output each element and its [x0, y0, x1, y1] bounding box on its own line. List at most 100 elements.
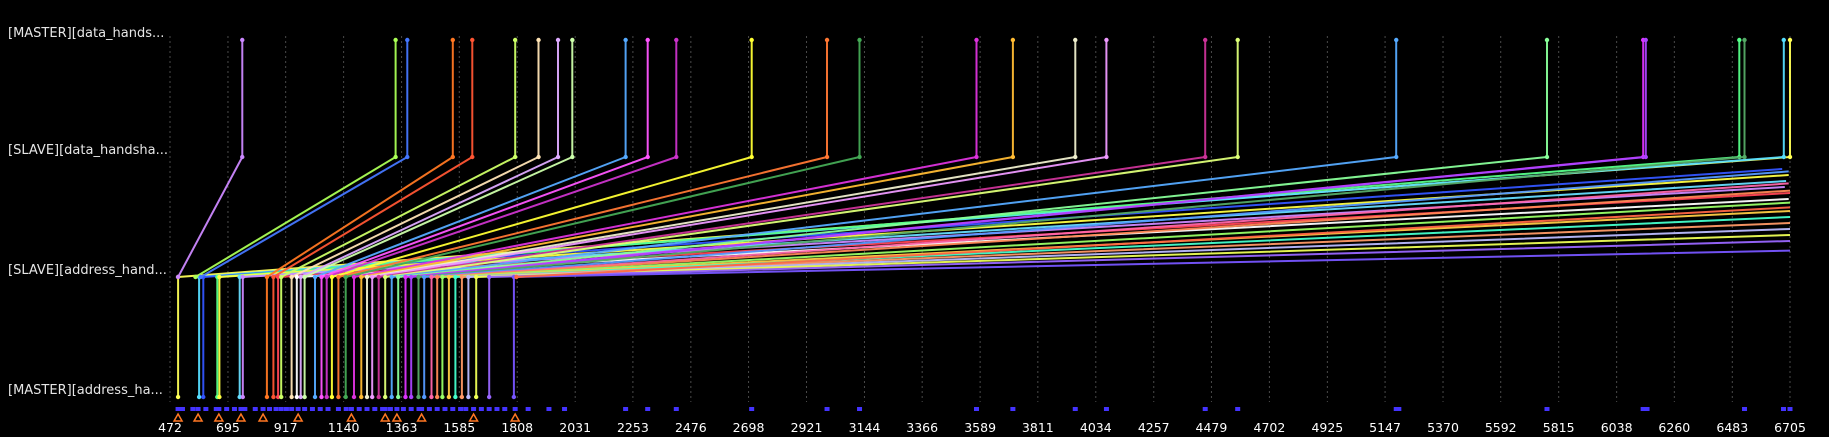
- series-point: [1073, 154, 1078, 160]
- series-point: [383, 274, 388, 280]
- event-tick: [486, 407, 492, 411]
- series-point: [1787, 154, 1793, 160]
- x-tick-label: 1808: [501, 420, 533, 435]
- series-point: [555, 154, 561, 160]
- series-point: [857, 37, 862, 43]
- event-tick: [364, 407, 370, 411]
- event-tick: [295, 407, 301, 411]
- series-point: [175, 274, 181, 280]
- x-tick-label: 472: [158, 420, 182, 435]
- event-tick: [458, 407, 464, 411]
- series-point: [974, 154, 979, 160]
- series-point: [264, 274, 270, 280]
- x-tick-label: 1585: [443, 420, 475, 435]
- series-point: [343, 274, 348, 280]
- event-ticks: [175, 407, 1793, 411]
- x-tick-label: 6483: [1716, 420, 1748, 435]
- series-point: [217, 394, 222, 400]
- series-point: [1742, 37, 1747, 43]
- series-point: [302, 394, 307, 400]
- series-line: [397, 40, 1548, 397]
- marker-triangle: [346, 412, 357, 422]
- event-tick: [260, 407, 266, 411]
- series-point: [395, 394, 401, 400]
- series-point: [440, 394, 445, 400]
- series-point: [1073, 37, 1078, 43]
- event-tick: [224, 407, 230, 411]
- x-tick-label: 4034: [1080, 420, 1112, 435]
- series-point: [271, 274, 276, 280]
- series-line: [330, 40, 753, 397]
- x-tick-label: 2031: [559, 420, 591, 435]
- series-line: [177, 40, 244, 278]
- series-point: [294, 274, 300, 280]
- series-point: [570, 154, 575, 160]
- series-line: [299, 40, 559, 397]
- event-tick: [1742, 407, 1748, 411]
- series-point: [364, 394, 370, 400]
- series-point: [237, 394, 242, 400]
- series-point: [421, 394, 427, 400]
- event-tick: [857, 407, 863, 411]
- series-point: [279, 274, 284, 280]
- series-point: [1104, 154, 1109, 160]
- series-line: [360, 40, 1014, 397]
- series-point: [336, 274, 341, 280]
- series-line: [377, 40, 1207, 397]
- series-line: [265, 40, 454, 397]
- event-tick: [213, 407, 219, 411]
- series-point: [275, 394, 281, 400]
- x-tick-label: 2253: [617, 420, 649, 435]
- x-tick-label: 4479: [1196, 420, 1228, 435]
- x-tick-label: 3144: [849, 420, 881, 435]
- series-point: [450, 154, 455, 160]
- series-point: [466, 274, 471, 280]
- event-tick: [645, 407, 651, 411]
- event-tick: [380, 407, 386, 411]
- event-tick: [623, 407, 629, 411]
- event-tick: [278, 407, 284, 411]
- series-point: [470, 37, 475, 43]
- event-tick: [372, 407, 378, 411]
- series-line: [272, 40, 474, 397]
- series-line: [353, 40, 978, 397]
- series-point: [329, 394, 335, 400]
- x-tick-label: 3811: [1022, 420, 1054, 435]
- series-point: [408, 394, 414, 400]
- series-point: [364, 274, 370, 280]
- series-point: [302, 274, 307, 280]
- series-point: [376, 394, 381, 400]
- event-tick: [824, 407, 830, 411]
- series-point: [343, 394, 348, 400]
- x-tick-label: 3589: [964, 420, 996, 435]
- event-tick: [273, 407, 279, 411]
- series-point: [319, 274, 324, 280]
- series-point: [324, 274, 329, 280]
- series-point: [512, 154, 518, 160]
- series-point: [1010, 37, 1016, 43]
- series-point: [824, 154, 830, 160]
- series-point: [623, 154, 628, 160]
- series-point: [359, 394, 364, 400]
- series-point: [405, 154, 410, 160]
- series-point: [416, 274, 421, 280]
- series-point: [1643, 154, 1648, 160]
- event-tick: [356, 407, 362, 411]
- event-tick: [387, 407, 393, 411]
- series-point: [429, 274, 434, 280]
- series-point: [389, 394, 394, 400]
- series-point: [645, 37, 650, 43]
- grid: [169, 36, 1791, 402]
- series-point: [824, 37, 830, 43]
- series-point: [237, 274, 242, 280]
- event-tick: [238, 407, 244, 411]
- series-point: [645, 154, 650, 160]
- event-tick: [1072, 407, 1078, 411]
- marker-triangle: [235, 412, 247, 422]
- event-tick: [1103, 407, 1109, 411]
- series-point: [473, 394, 479, 400]
- series-point: [312, 394, 318, 400]
- event-tick: [416, 407, 422, 411]
- event-tick: [512, 407, 518, 411]
- series-point: [623, 37, 628, 43]
